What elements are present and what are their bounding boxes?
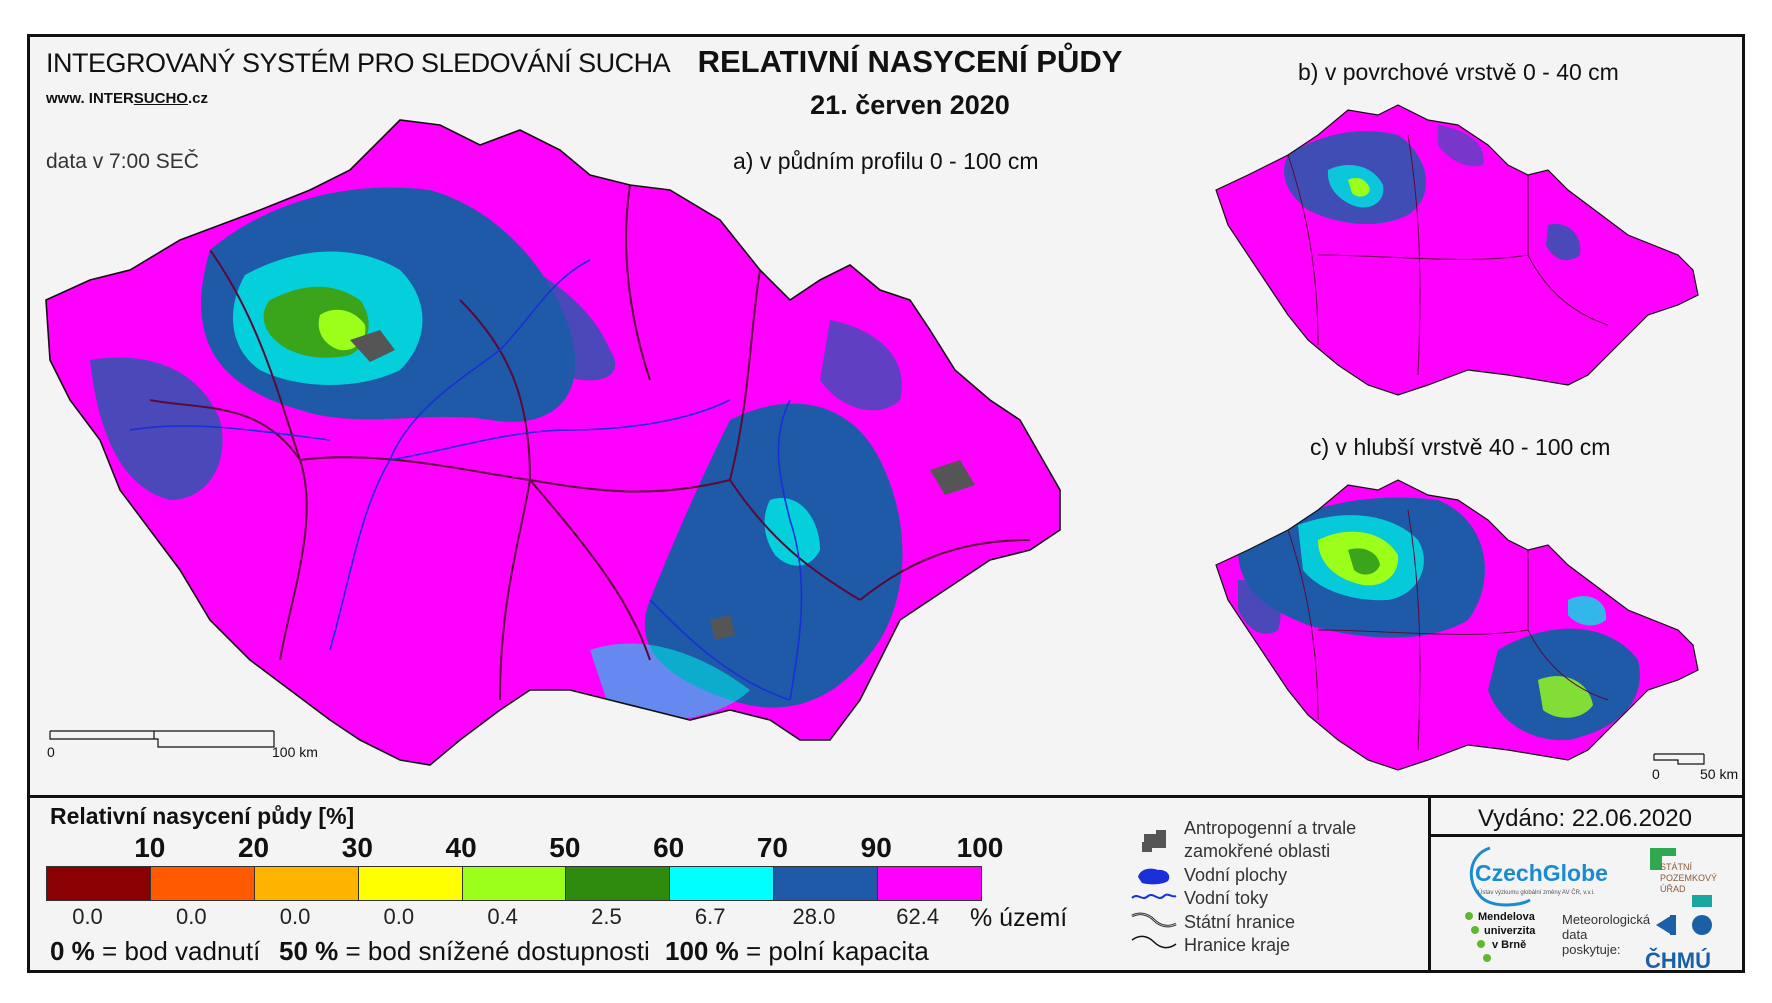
legend-territory-value: 28.0 — [792, 904, 836, 929]
legend-territory-value: 62.4 — [896, 904, 940, 929]
legend-threshold-label: 30 — [341, 832, 373, 863]
scale-main-end: 100 km — [272, 744, 318, 760]
legend-threshold-label: 20 — [237, 832, 270, 863]
region-border-label: Hranice kraje — [1184, 935, 1291, 955]
note-field-capacity: 100 % = polní kapacita — [665, 936, 929, 966]
water-bodies-label: Vodní plochy — [1184, 865, 1288, 885]
state-border-label: Státní hranice — [1184, 912, 1296, 932]
legend-territory-value: 2.5 — [591, 904, 622, 929]
spu-text: STÁTNÍ POZEMKOVÝ ÚŘAD — [1660, 862, 1718, 894]
system-title: INTEGROVANÝ SYSTÉM PRO SLEDOVÁNÍ SUCHA — [46, 48, 671, 78]
spu-logo — [1650, 848, 1676, 870]
legend-threshold-label: 90 — [860, 832, 892, 863]
legend-threshold-label: 50 — [549, 832, 581, 863]
scale-small-end: 50 km — [1700, 766, 1739, 782]
legend-territory-value: 0.0 — [175, 904, 207, 929]
legend-swatch — [254, 867, 359, 900]
water-course-icon — [1131, 893, 1177, 899]
chmu-logo — [1656, 895, 1712, 935]
legend-swatch — [358, 867, 463, 900]
legend-swatch — [878, 867, 982, 900]
issued-divider — [1428, 834, 1745, 837]
note-wilting-point: 0 % = bod vadnutí — [50, 936, 261, 966]
legend-threshold-label: 40 — [445, 832, 477, 863]
map-a-soil-profile — [45, 119, 1061, 766]
anthropogenic-label-2: zamokřené oblasti — [1184, 841, 1331, 861]
czechglobe-text: CzechGlobe — [1475, 860, 1608, 886]
legend-territory-value: 0.4 — [487, 904, 518, 929]
legend-territory-value: 6.7 — [694, 904, 726, 929]
website-link[interactable]: www. INTERSUCHO.cz — [46, 90, 208, 107]
urban-area-icon — [1142, 830, 1166, 852]
scale-small-start: 0 — [1652, 766, 1660, 782]
map-date: 21. červen 2020 — [810, 90, 1010, 120]
legend-swatch — [774, 867, 879, 900]
czechglobe-logo — [1469, 846, 1531, 907]
chmu-text: ČHMÚ — [1645, 948, 1711, 973]
water-body-icon — [1138, 868, 1170, 885]
legend-title: Relativní nasycení půdy [%] — [50, 803, 355, 829]
mendel-logo-dots — [1465, 912, 1491, 962]
note-reduced-availability: 50 % = bod snížené dostupnosti — [279, 936, 650, 966]
info-divider — [1428, 795, 1431, 973]
legend-swatch — [462, 867, 567, 900]
legend-swatch — [566, 867, 671, 900]
map-b-surface-layer — [1215, 104, 1699, 396]
mendel-university-text: Mendelova univerzita v Brně — [1478, 911, 1536, 951]
anthropogenic-label-1: Antropogenní a trvale — [1184, 818, 1357, 838]
meteo-data-text: Meteorologická data poskytuje: — [1562, 912, 1651, 957]
legend-swatch — [47, 867, 151, 900]
state-border-icon — [1131, 912, 1177, 928]
page-title: RELATIVNÍ NASYCENÍ PŮDY — [697, 44, 1123, 79]
data-time: data v 7:00 SEČ — [46, 150, 199, 173]
legend-divider — [27, 795, 1745, 798]
legend-color-scale — [46, 866, 982, 901]
legend-threshold-label: 60 — [653, 832, 685, 863]
scale-main-start: 0 — [47, 744, 55, 760]
legend-swatch — [670, 867, 775, 900]
legend-territory-value: 0.0 — [279, 904, 311, 929]
scale-bar-small — [1653, 753, 1705, 765]
legend-territory-value: 0.0 — [72, 904, 103, 929]
legend-territory-value: 0.0 — [383, 904, 415, 929]
map-c-label: c) v hlubší vrstvě 40 - 100 cm — [1310, 434, 1611, 460]
map-b-label: b) v povrchové vrstvě 0 - 40 cm — [1298, 59, 1619, 85]
region-border-icon — [1131, 935, 1177, 949]
scale-bar-main — [49, 730, 275, 748]
issued-date: Vydáno: 22.06.2020 — [1478, 805, 1692, 832]
map-a-label: a) v půdním profilu 0 - 100 cm — [733, 148, 1039, 174]
legend-swatch — [150, 867, 255, 900]
percent-unit: % území — [970, 904, 1068, 932]
map-c-deeper-layer — [1215, 479, 1699, 771]
czechglobe-subtitle: Ústav výzkumu globální změny AV ČR, v.v.… — [1478, 890, 1595, 896]
legend-threshold-label: 10 — [134, 832, 166, 863]
water-courses-label: Vodní toky — [1184, 888, 1269, 908]
legend-threshold-label: 70 — [756, 832, 789, 863]
legend-threshold-label: 100 — [956, 832, 1004, 863]
